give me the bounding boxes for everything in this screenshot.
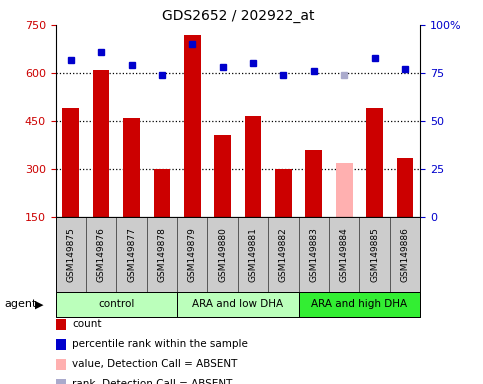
Text: GSM149881: GSM149881	[249, 227, 257, 282]
Bar	[336, 162, 353, 217]
Text: percentile rank within the sample: percentile rank within the sample	[72, 339, 248, 349]
Text: GSM149880: GSM149880	[218, 227, 227, 282]
Text: ARA and high DHA: ARA and high DHA	[312, 299, 408, 310]
Text: GSM149885: GSM149885	[370, 227, 379, 282]
Text: GSM149883: GSM149883	[309, 227, 318, 282]
Text: count: count	[72, 319, 101, 329]
Bar	[154, 169, 170, 217]
Bar	[214, 136, 231, 217]
Bar	[245, 116, 261, 217]
Text: GSM149876: GSM149876	[97, 227, 106, 282]
Bar	[275, 169, 292, 217]
Text: ARA and low DHA: ARA and low DHA	[192, 299, 284, 310]
Text: value, Detection Call = ABSENT: value, Detection Call = ABSENT	[72, 359, 237, 369]
Text: GSM149884: GSM149884	[340, 227, 349, 282]
Text: ▶: ▶	[35, 299, 43, 310]
Text: rank, Detection Call = ABSENT: rank, Detection Call = ABSENT	[72, 379, 232, 384]
Text: GSM149879: GSM149879	[188, 227, 197, 282]
Text: agent: agent	[5, 299, 37, 310]
Bar	[305, 150, 322, 217]
Bar	[123, 118, 140, 217]
Bar	[366, 108, 383, 217]
Bar	[397, 158, 413, 217]
Text: control: control	[98, 299, 134, 310]
Bar	[93, 70, 110, 217]
Text: GSM149875: GSM149875	[66, 227, 75, 282]
Bar	[62, 108, 79, 217]
Text: GSM149886: GSM149886	[400, 227, 410, 282]
Title: GDS2652 / 202922_at: GDS2652 / 202922_at	[162, 8, 314, 23]
Text: GSM149882: GSM149882	[279, 227, 288, 282]
Text: GSM149877: GSM149877	[127, 227, 136, 282]
Bar	[184, 35, 200, 217]
Text: GSM149878: GSM149878	[157, 227, 167, 282]
